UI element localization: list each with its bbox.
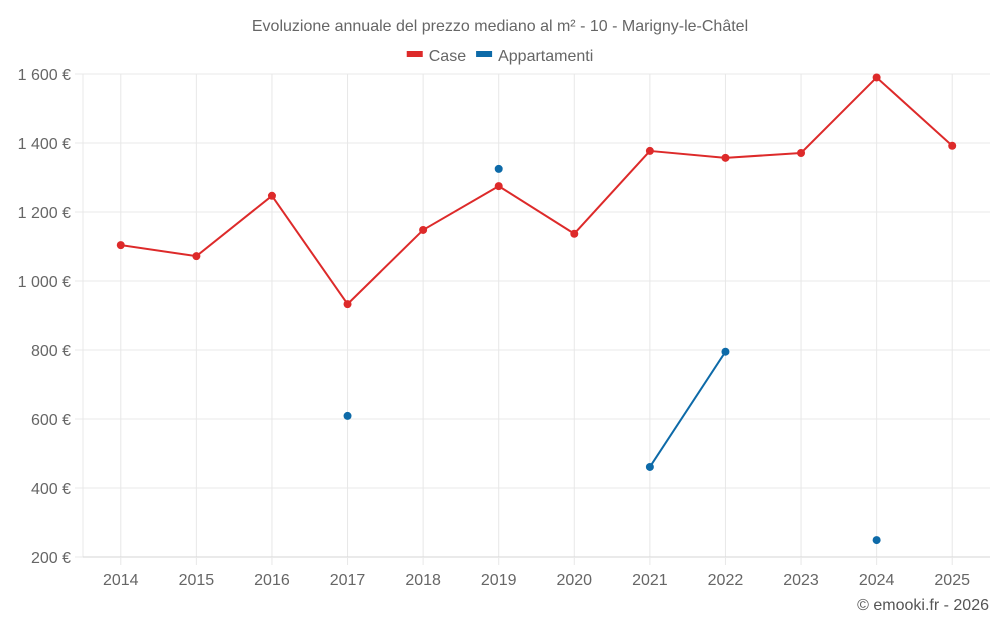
x-tick-label: 2024 [859, 572, 895, 589]
x-tick-label: 2015 [179, 572, 215, 589]
x-tick-label: 2016 [254, 572, 290, 589]
x-tick-label: 2023 [783, 572, 819, 589]
data-point[interactable] [721, 153, 730, 162]
x-axis: 2014 2015 2016 2017 2018 2019 2020 2021 2022 2023… [83, 556, 990, 589]
data-point[interactable] [192, 252, 201, 261]
legend-swatch [406, 51, 423, 57]
data-point[interactable] [872, 536, 881, 545]
x-tick-label: 2019 [481, 572, 517, 589]
series-case [116, 73, 957, 309]
y-tick-label: 1 200 € [18, 205, 71, 222]
y-tick-label: 200 € [31, 550, 71, 567]
x-tick-label: 2018 [405, 572, 441, 589]
y-tick-label: 1 000 € [18, 274, 71, 291]
y-tick-label: 800 € [31, 343, 71, 360]
data-point[interactable] [494, 164, 503, 173]
data-point[interactable] [419, 225, 428, 234]
x-tick-label: 2017 [330, 572, 366, 589]
series-line-segment [875, 76, 954, 147]
legend-item-appartamenti[interactable]: Appartamenti [476, 48, 593, 65]
data-point[interactable] [494, 182, 503, 191]
series-line-segment [270, 194, 349, 306]
series-line-segment [346, 228, 425, 306]
legend-label: Case [429, 48, 466, 65]
legend: Case Appartamenti [406, 48, 593, 65]
x-tick-label: 2022 [708, 572, 744, 589]
data-point[interactable] [343, 411, 352, 420]
y-tick-label: 1 400 € [18, 136, 71, 153]
y-tick-label: 1 600 € [18, 67, 71, 84]
series-line-segment [422, 185, 500, 231]
credit-text: © emooki.fr - 2026 [857, 597, 989, 614]
data-point[interactable] [267, 191, 276, 200]
series-appartamenti [343, 164, 881, 545]
series-line-segment [648, 149, 727, 159]
y-axis: 200 € 400 € 600 € 800 € 1 000 € 1 200 € 1 400 … [18, 67, 83, 567]
data-point[interactable] [645, 462, 654, 471]
x-tick-label: 2021 [632, 572, 668, 589]
grid [82, 73, 990, 557]
data-point[interactable] [872, 73, 881, 82]
x-tick-label: 2014 [103, 572, 139, 589]
data-point[interactable] [645, 146, 654, 155]
series-line-segment [648, 350, 727, 468]
legend-swatch [476, 51, 493, 57]
data-point[interactable] [570, 229, 579, 238]
legend-label: Appartamenti [498, 48, 593, 65]
x-tick-label: 2020 [556, 572, 592, 589]
series-layer [116, 73, 957, 545]
x-tick-label: 2025 [934, 572, 970, 589]
series-line-segment [195, 194, 273, 258]
data-point[interactable] [948, 141, 957, 150]
y-tick-label: 400 € [31, 481, 71, 498]
series-line-segment [800, 76, 878, 155]
data-point[interactable] [343, 300, 352, 309]
chart-title: Evoluzione annuale del prezzo mediano al… [252, 18, 748, 35]
series-line-segment [119, 244, 198, 258]
data-point[interactable] [721, 347, 730, 356]
series-line-segment [724, 152, 803, 159]
data-point[interactable] [116, 241, 125, 250]
data-point[interactable] [797, 149, 806, 158]
series-line-segment [497, 185, 576, 235]
y-tick-label: 600 € [31, 412, 71, 429]
series-line-segment [573, 149, 651, 235]
legend-item-case[interactable]: Case [406, 48, 466, 65]
